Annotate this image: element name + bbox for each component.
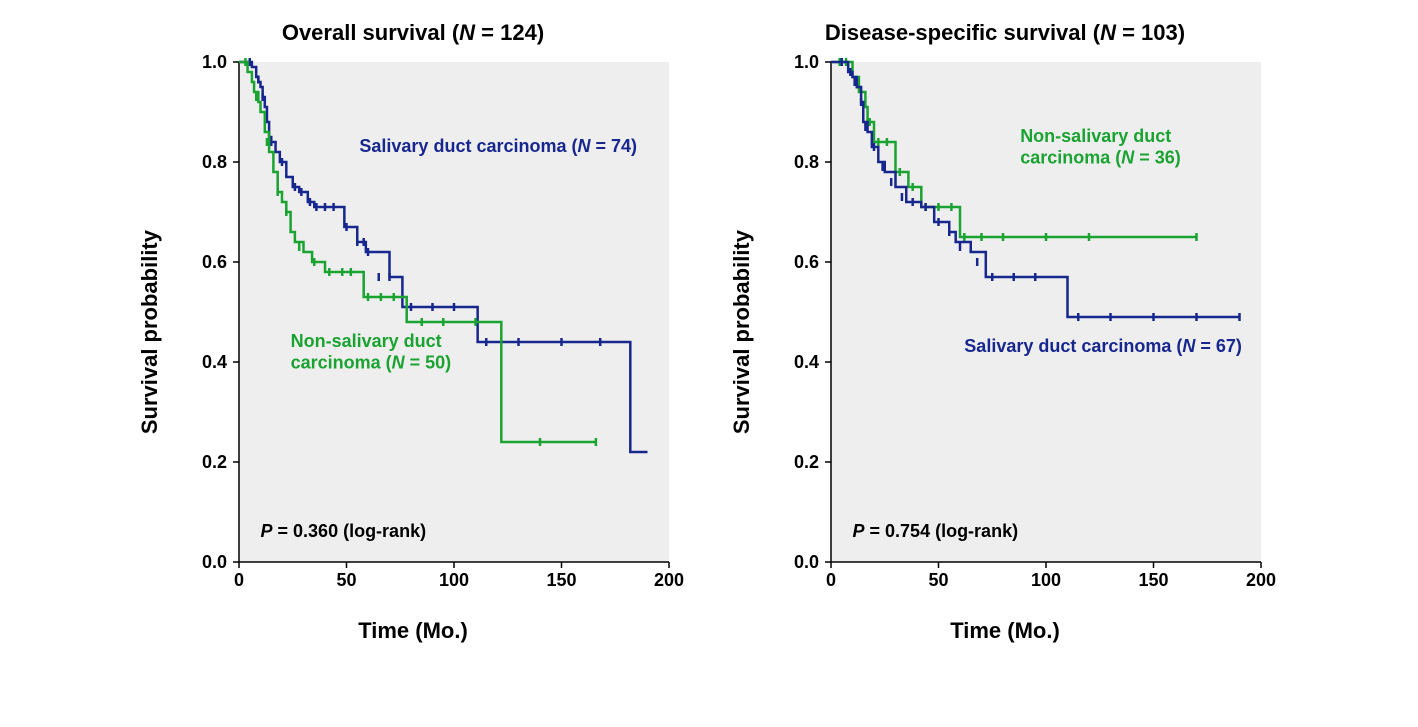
series-label-salivary: Salivary duct carcinoma (N = 67) <box>964 336 1242 356</box>
y-tick-label: 0.2 <box>202 452 227 472</box>
series-label-nonsalivary: Non-salivary ductcarcinoma (N = 36) <box>1020 126 1181 168</box>
x-tick-label: 100 <box>1031 570 1061 590</box>
y-tick-label: 0.4 <box>202 352 227 372</box>
km-plot-dss: 0 50 100 150 200 0.0 0.2 0.4 0.6 0.8 1.0 Non-saliva… <box>761 52 1281 612</box>
x-tick-label: 200 <box>654 570 684 590</box>
y-tick-label: 1.0 <box>794 52 819 72</box>
series-label-nonsalivary: Non-salivary ductcarcinoma (N = 50) <box>291 331 452 373</box>
panel-title: Overall survival (N = 124) <box>282 20 544 46</box>
km-plot-os: 0 50 100 150 200 0.0 0.2 0.4 0.6 0.8 1.0 Salivary d… <box>169 52 689 612</box>
x-tick-label: 150 <box>1138 570 1168 590</box>
panel-title: Disease-specific survival (N = 103) <box>825 20 1185 46</box>
x-tick-label: 0 <box>234 570 244 590</box>
series-label-salivary: Salivary duct carcinoma (N = 74) <box>359 136 637 156</box>
x-tick-label: 0 <box>826 570 836 590</box>
panel-dss: Disease-specific survival (N = 103) Surv… <box>729 20 1281 644</box>
x-tick-label: 50 <box>928 570 948 590</box>
y-tick-label: 0.8 <box>794 152 819 172</box>
x-tick-label: 50 <box>336 570 356 590</box>
y-tick-label: 0.4 <box>794 352 819 372</box>
y-tick-label: 0.2 <box>794 452 819 472</box>
y-tick-label: 0.6 <box>202 252 227 272</box>
x-axis-label: Time (Mo.) <box>950 618 1060 644</box>
chart-container: Overall survival (N = 124) Survival prob… <box>0 0 1418 664</box>
y-axis-label: Survival probability <box>137 230 163 434</box>
x-tick-label: 200 <box>1246 570 1276 590</box>
pvalue-text: P = 0.754 (log-rank) <box>853 521 1019 541</box>
y-tick-label: 0.6 <box>794 252 819 272</box>
x-axis-label: Time (Mo.) <box>358 618 468 644</box>
x-tick-label: 150 <box>546 570 576 590</box>
y-tick-label: 1.0 <box>202 52 227 72</box>
pvalue-text: P = 0.360 (log-rank) <box>261 521 427 541</box>
x-tick-label: 100 <box>439 570 469 590</box>
y-tick-label: 0.8 <box>202 152 227 172</box>
panel-os: Overall survival (N = 124) Survival prob… <box>137 20 689 644</box>
y-axis-label: Survival probability <box>729 230 755 434</box>
y-tick-label: 0.0 <box>794 552 819 572</box>
y-tick-label: 0.0 <box>202 552 227 572</box>
